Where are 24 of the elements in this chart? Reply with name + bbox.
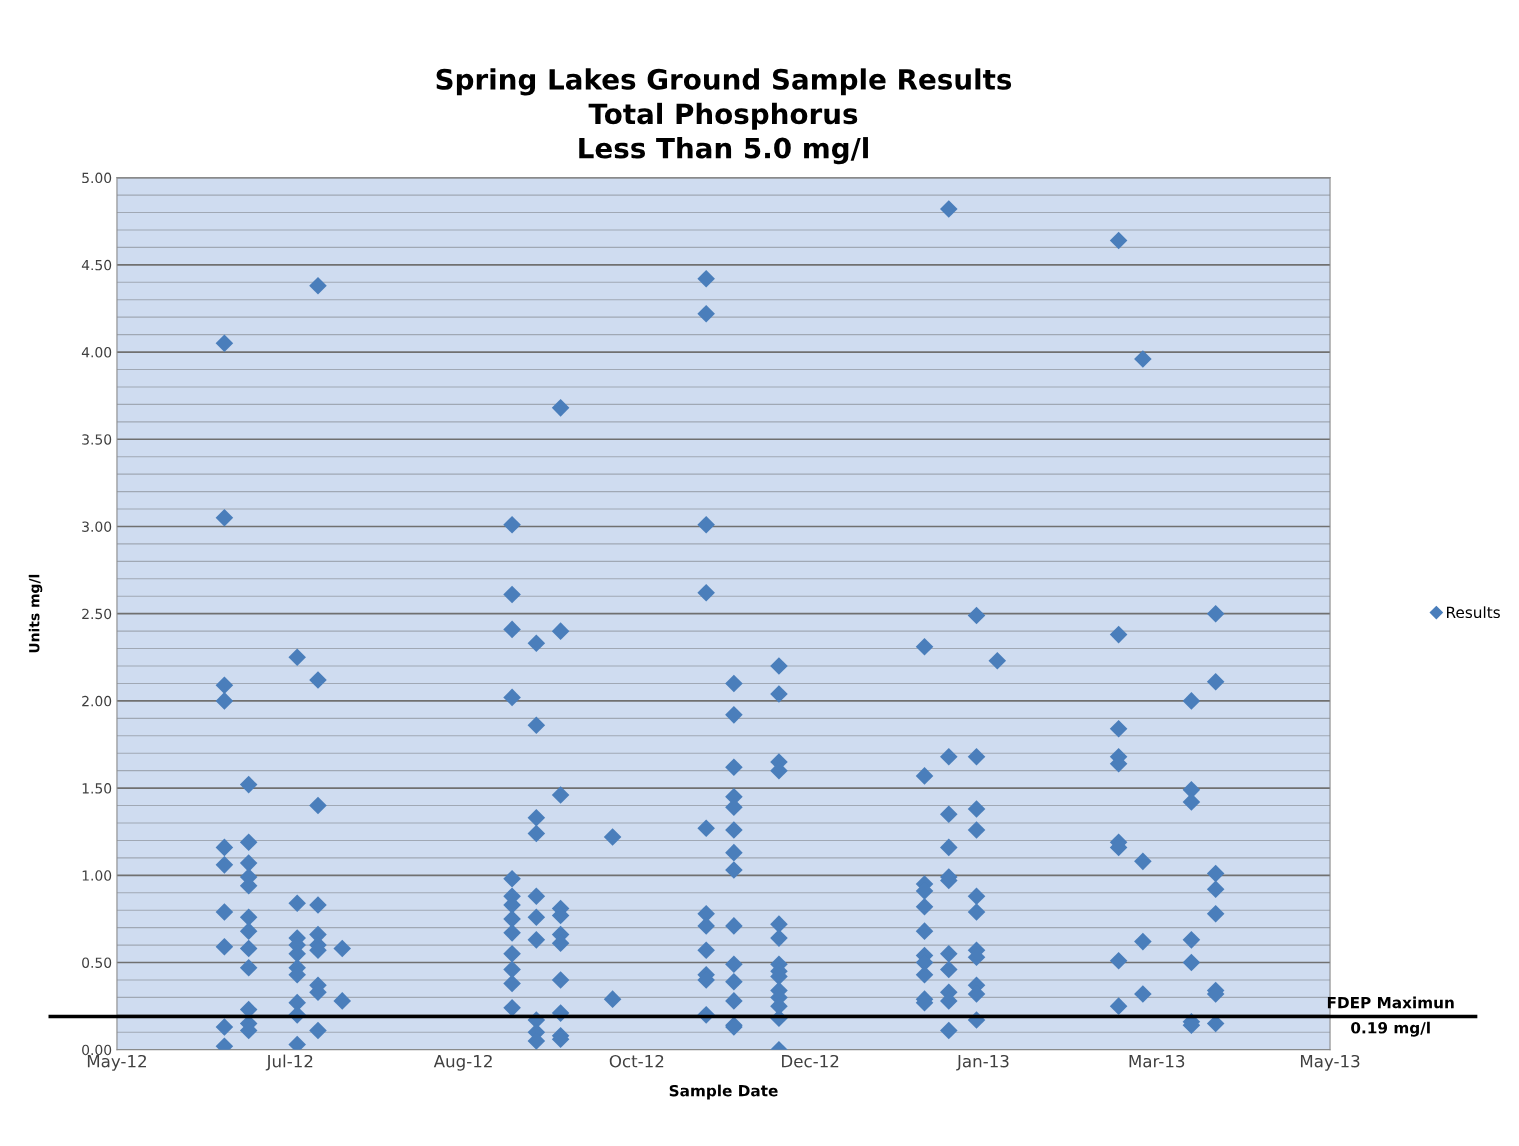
ref-line-label: FDEP Maximun 0.19 mg/l (1327, 996, 1454, 1037)
legend-label: Results (1447, 606, 1500, 619)
y-axis-title: Units mg/l (28, 574, 43, 653)
x-tick-label: Mar-13 (1129, 1054, 1185, 1068)
y-tick-label: 4.00 (81, 347, 112, 358)
x-tick-label: May-13 (1300, 1054, 1360, 1071)
y-tick-label: 0.00 (82, 1044, 112, 1056)
x-tick-label: Jul-12 (265, 1054, 313, 1071)
x-axis-title: Sample Date (669, 1084, 778, 1100)
y-tick-label: 2.50 (82, 608, 112, 620)
x-tick-label: Aug-12 (433, 1054, 492, 1071)
y-tick-label: 3.50 (82, 434, 112, 445)
x-tick-label: Jan-13 (956, 1054, 1009, 1071)
y-tick-label: 1.00 (82, 870, 112, 881)
y-tick-label: 3.00 (82, 521, 112, 532)
x-tick-label: Oct-12 (609, 1054, 664, 1068)
chart-title: Spring Lakes Ground Sample Results Total Phosphorus Less Than 5.0 mg/l (436, 68, 1012, 165)
y-tick-label: 1.50 (82, 783, 112, 794)
y-tick-label: 2.00 (82, 695, 112, 707)
x-tick-label: May-12 (87, 1054, 146, 1071)
y-tick-label: 4.50 (81, 259, 112, 271)
y-tick-label: 5.00 (82, 172, 112, 184)
y-tick-label: 0.50 (82, 957, 112, 968)
x-tick-label: Dec-12 (782, 1054, 839, 1068)
